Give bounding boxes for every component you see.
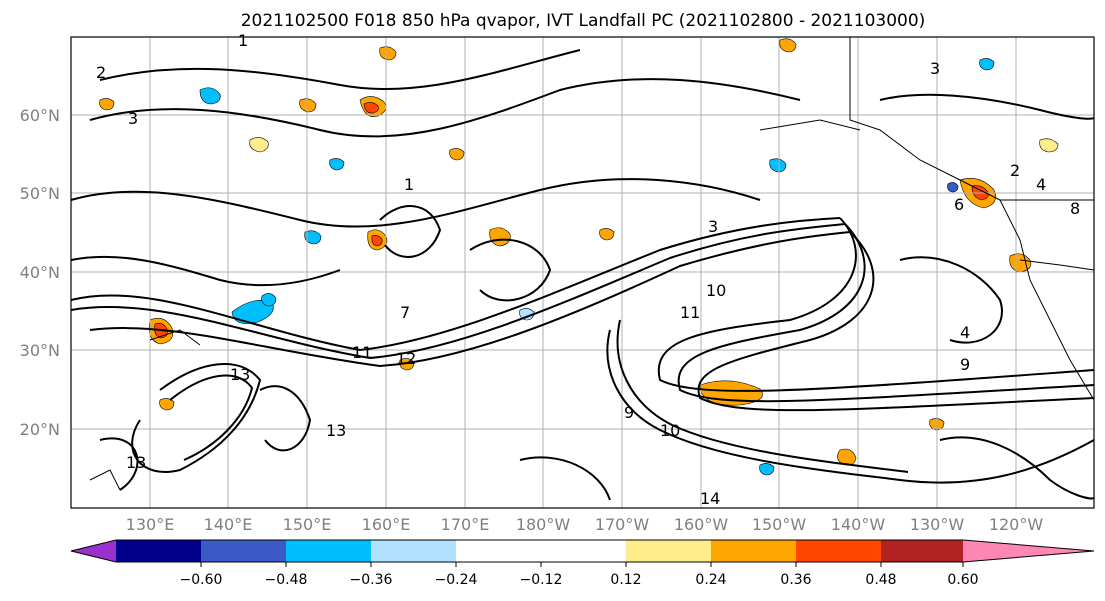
contour-label: 2	[96, 63, 106, 82]
colorbar-bin	[286, 540, 371, 562]
lat-label: 60°N	[20, 106, 60, 125]
lon-label: 130°W	[910, 515, 965, 534]
contour-labels: 1 2 3 3 3 4 1 2 6 7 9 10 11 13 11 14 13 …	[96, 31, 1080, 508]
colorbar-tick-label: −0.48	[265, 572, 308, 588]
colorbar: −0.60 −0.48 −0.36 −0.24 −0.12 0.12 0.24 …	[70, 539, 1095, 588]
contour-label: 11	[680, 303, 700, 322]
colorbar-tick-label: 0.12	[610, 572, 641, 588]
lat-label: 50°N	[20, 184, 60, 203]
contour-label: 11	[352, 343, 372, 362]
lon-label: 160°E	[362, 515, 411, 534]
colorbar-tick-label: 0.36	[780, 572, 811, 588]
colorbar-tick-label: −0.12	[520, 572, 563, 588]
colorbar-tick-labels: −0.60 −0.48 −0.36 −0.24 −0.12 0.12 0.24 …	[180, 572, 979, 588]
colorbar-bin	[371, 540, 456, 562]
contour-label: 12	[396, 349, 416, 368]
lon-label: 160°W	[674, 515, 729, 534]
colorbar-tick-label: −0.36	[350, 572, 393, 588]
colorbar-over	[963, 540, 1094, 562]
lat-label: 40°N	[20, 263, 60, 282]
lon-label: 170°W	[595, 515, 650, 534]
shading-negative	[199, 58, 995, 476]
contour-label: 10	[706, 281, 726, 300]
contour-label: 8	[1070, 199, 1080, 218]
colorbar-tick-label: 0.48	[865, 572, 896, 588]
colorbar-tick-label: 0.60	[947, 572, 978, 588]
contour-label: 13	[326, 421, 346, 440]
lon-label: 150°E	[283, 515, 332, 534]
lon-label: 180°W	[516, 515, 571, 534]
colorbar-tick-label: −0.24	[435, 572, 478, 588]
contour-label: 10	[660, 421, 680, 440]
colorbar-under	[71, 540, 116, 562]
lon-label: 140°W	[831, 515, 886, 534]
coastlines	[89, 37, 1095, 491]
contour-label: 3	[128, 109, 138, 128]
contour-label: 14	[700, 489, 720, 508]
shading-positive	[99, 38, 1059, 466]
colorbar-bin	[456, 540, 626, 562]
lon-label: 140°E	[204, 515, 253, 534]
contour-label: 2	[1010, 161, 1020, 180]
map-title: 2021102500 F018 850 hPa qvapor, IVT Land…	[241, 11, 926, 31]
lon-labels: 130°E 140°E 150°E 160°E 170°E 180°W 170°…	[126, 515, 1044, 534]
contours	[70, 49, 1095, 501]
lat-label: 20°N	[20, 420, 60, 439]
colorbar-outline	[70, 539, 1095, 563]
contour-label: 1	[238, 31, 248, 50]
contour-label: 1	[404, 175, 414, 194]
colorbar-tick-label: 0.24	[695, 572, 726, 588]
colorbar-bin	[711, 540, 796, 562]
lon-label: 130°E	[126, 515, 175, 534]
lat-label: 30°N	[20, 341, 60, 360]
contour-label: 6	[954, 195, 964, 214]
colorbar-bin	[626, 540, 711, 562]
contour-label: 13	[126, 453, 146, 472]
colorbar-bin	[796, 540, 881, 562]
contour-label: 3	[708, 217, 718, 236]
contour-label: 3	[930, 59, 940, 78]
lon-label: 170°E	[441, 515, 490, 534]
contour-label: 9	[960, 355, 970, 374]
colorbar-bin	[116, 540, 201, 562]
map-frame	[70, 36, 1095, 509]
contour-label: 4	[960, 323, 970, 342]
colorbar-bin	[881, 540, 963, 562]
contour-label: 13	[230, 365, 250, 384]
contour-label: 7	[400, 303, 410, 322]
lon-label: 150°W	[752, 515, 807, 534]
lat-labels: 20°N 30°N 40°N 50°N 60°N	[20, 106, 60, 439]
colorbar-ticks	[200, 562, 964, 567]
map-panel: 1 2 3 3 3 4 1 2 6 7 9 10 11 13 11 14 13 …	[70, 31, 1095, 509]
colorbar-tick-label: −0.60	[180, 572, 223, 588]
contour-label: 9	[624, 403, 634, 422]
lon-label: 120°W	[989, 515, 1044, 534]
contour-label: 4	[1036, 175, 1046, 194]
colorbar-bin	[201, 540, 286, 562]
